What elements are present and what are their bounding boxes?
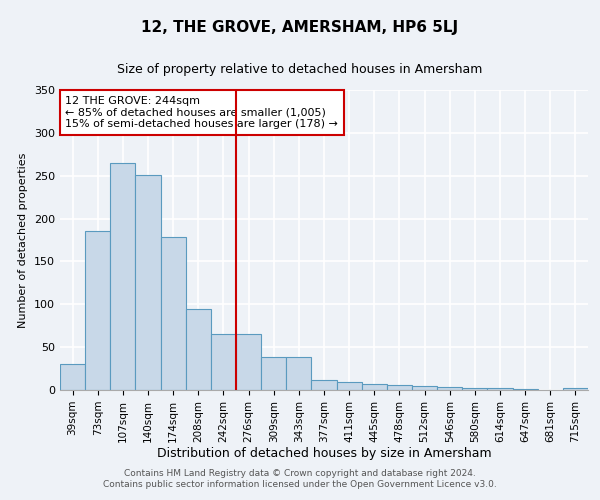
Bar: [211, 334, 236, 390]
Bar: [311, 380, 337, 390]
Bar: [387, 385, 412, 390]
Text: Contains HM Land Registry data © Crown copyright and database right 2024.: Contains HM Land Registry data © Crown c…: [124, 468, 476, 477]
Text: 12 THE GROVE: 244sqm
← 85% of detached houses are smaller (1,005)
15% of semi-de: 12 THE GROVE: 244sqm ← 85% of detached h…: [65, 96, 338, 129]
Text: Contains public sector information licensed under the Open Government Licence v3: Contains public sector information licen…: [103, 480, 497, 489]
Bar: [110, 163, 136, 390]
Bar: [563, 388, 588, 390]
Text: 12, THE GROVE, AMERSHAM, HP6 5LJ: 12, THE GROVE, AMERSHAM, HP6 5LJ: [142, 20, 458, 35]
Bar: [362, 384, 387, 390]
Bar: [412, 386, 437, 390]
Bar: [161, 238, 186, 390]
Bar: [186, 308, 211, 390]
Bar: [136, 175, 161, 390]
Bar: [236, 334, 261, 390]
Bar: [437, 388, 462, 390]
Bar: [512, 389, 538, 390]
Bar: [261, 356, 286, 390]
Bar: [462, 388, 487, 390]
Bar: [337, 382, 362, 390]
X-axis label: Distribution of detached houses by size in Amersham: Distribution of detached houses by size …: [157, 448, 491, 460]
Bar: [487, 388, 512, 390]
Text: Size of property relative to detached houses in Amersham: Size of property relative to detached ho…: [118, 62, 482, 76]
Y-axis label: Number of detached properties: Number of detached properties: [19, 152, 28, 328]
Bar: [286, 356, 311, 390]
Bar: [85, 230, 110, 390]
Bar: [60, 364, 85, 390]
